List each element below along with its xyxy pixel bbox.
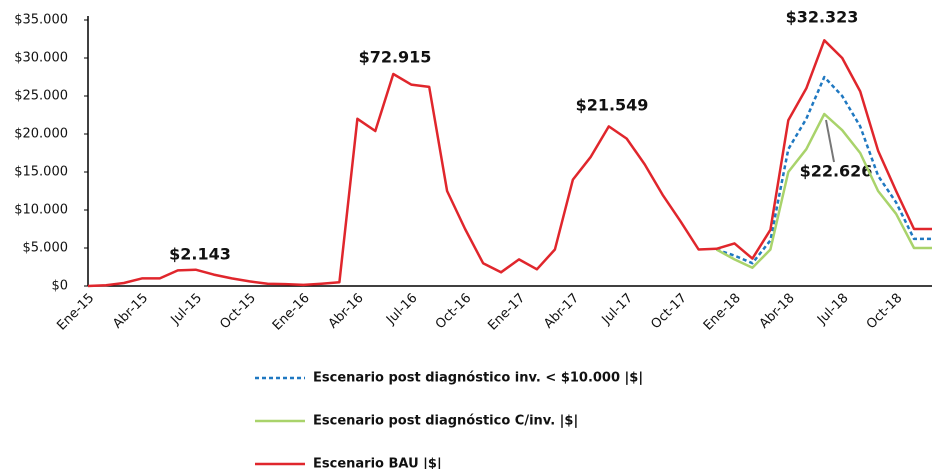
y-tick-label: $0	[51, 279, 68, 294]
annotation: $72.915	[359, 48, 432, 67]
legend-label: Escenario BAU |$|	[313, 457, 442, 469]
x-tick-label: Oct-17	[648, 291, 690, 333]
x-tick-label: Abr-16	[326, 291, 367, 332]
y-tick-label: $10.000	[14, 203, 68, 218]
y-tick-label: $5.000	[23, 241, 69, 256]
series-line	[716, 75, 932, 265]
annotation: $22.626	[800, 162, 873, 181]
x-tick-label: Jul-18	[814, 291, 851, 328]
x-tick-label: Jul-17	[599, 291, 636, 328]
x-tick-label: Ene-15	[54, 291, 97, 334]
x-tick-label: Oct-15	[217, 291, 259, 333]
series-line	[87, 39, 932, 288]
x-tick-label: Oct-18	[864, 291, 906, 333]
series-line	[715, 112, 932, 270]
annotation-pointer	[825, 119, 835, 163]
annotation: $2.143	[169, 245, 231, 264]
y-tick-label: $30.000	[14, 51, 68, 66]
x-tick-label: Abr-15	[110, 291, 151, 332]
x-tick-label: Ene-16	[270, 291, 313, 334]
x-tick-label: Oct-16	[433, 291, 475, 333]
annotation: $32.323	[786, 8, 859, 27]
legend-label: Escenario post diagnóstico C/inv. |$|	[313, 414, 578, 429]
y-tick-label: $25.000	[14, 89, 68, 104]
y-tick-label: $20.000	[14, 127, 68, 142]
x-tick-label: Jul-16	[383, 291, 420, 328]
y-tick-label: $35.000	[14, 13, 68, 28]
legend-label: Escenario post diagnóstico inv. < $10.00…	[313, 371, 643, 386]
x-tick-label: Ene-18	[701, 291, 744, 334]
x-tick-label: Ene-17	[485, 291, 528, 334]
y-tick-label: $15.000	[14, 165, 68, 180]
x-tick-label: Jul-15	[168, 291, 205, 328]
annotation: $21.549	[576, 96, 649, 115]
x-tick-label: Abr-18	[757, 291, 798, 332]
x-tick-label: Abr-17	[541, 291, 582, 332]
